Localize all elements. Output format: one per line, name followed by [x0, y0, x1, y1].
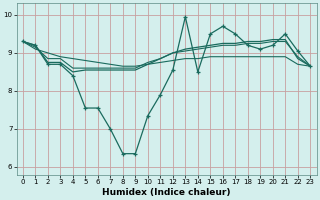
- X-axis label: Humidex (Indice chaleur): Humidex (Indice chaleur): [102, 188, 231, 197]
